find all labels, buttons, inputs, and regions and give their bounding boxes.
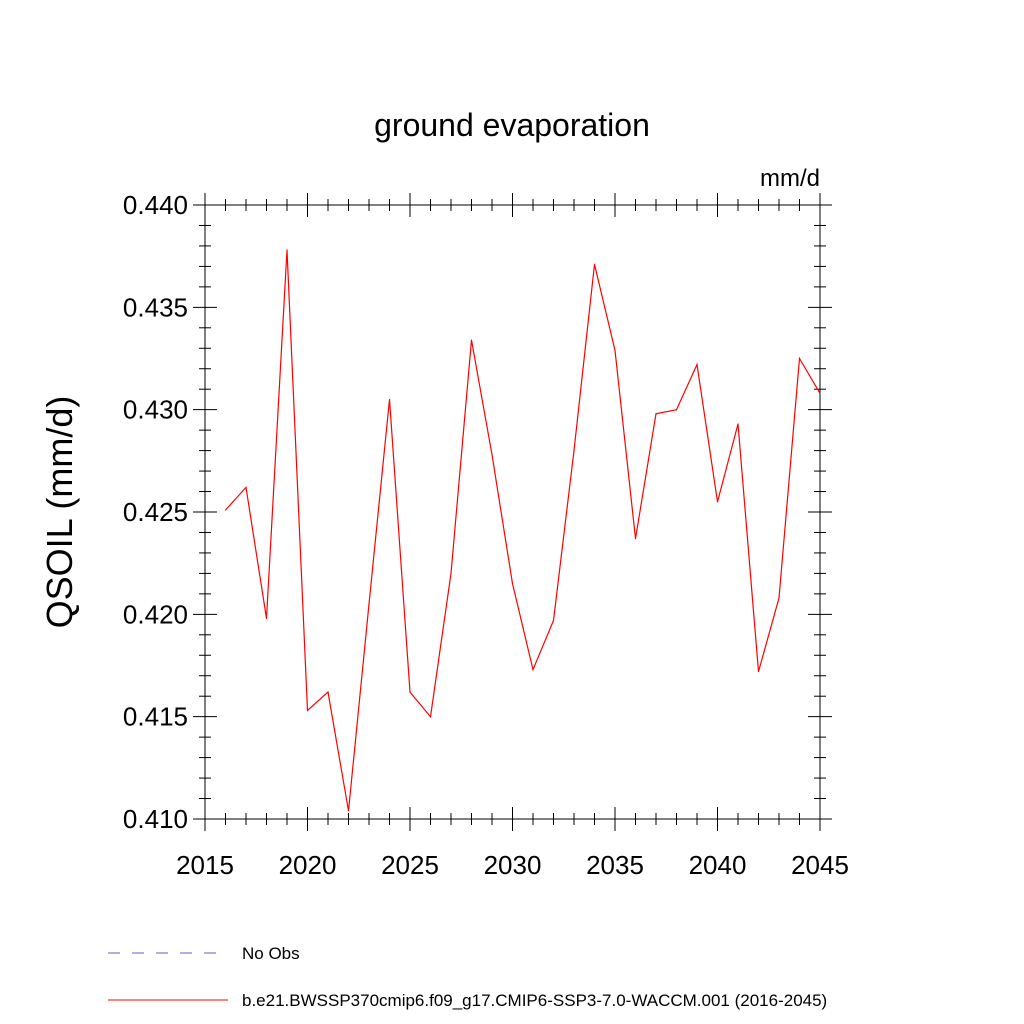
data-point [757, 671, 760, 673]
plot-frame [204, 204, 821, 820]
y-axis-tick-labels: 0.410 0.415 0.420 0.425 0.430 0.435 0.440 [123, 190, 188, 834]
x-tick-label: 2025 [381, 850, 439, 880]
data-point [778, 597, 780, 599]
data-point [347, 810, 350, 812]
data-point [306, 709, 309, 712]
data-point [286, 249, 288, 251]
x-tick-label: 2030 [484, 850, 542, 880]
x-axis-ticks [204, 193, 821, 831]
x-axis-tick-labels: 2015 2020 2025 2030 2035 2040 2045 [176, 850, 849, 880]
x-tick-label: 2015 [176, 850, 234, 880]
legend: No Obs b.e21.BWSSP370cmip6.f09_g17.CMIP6… [108, 944, 827, 1010]
y-tick-label: 0.410 [123, 804, 188, 834]
data-point [675, 409, 678, 411]
data-point [737, 423, 739, 425]
data-point [245, 486, 247, 489]
data-point [614, 349, 616, 351]
data-point [429, 716, 432, 718]
y-tick-label: 0.440 [123, 190, 188, 220]
data-point [696, 364, 698, 366]
data-point [409, 691, 411, 693]
data-point [655, 413, 657, 415]
data-point [634, 538, 637, 540]
data-point [798, 357, 801, 360]
data-point [716, 501, 719, 503]
data-point [552, 619, 555, 622]
x-tick-label: 2040 [689, 850, 747, 880]
data-point [573, 450, 575, 452]
data-point [593, 263, 596, 265]
y-tick-label: 0.430 [123, 395, 188, 425]
y-tick-label: 0.425 [123, 497, 188, 527]
data-point [470, 339, 473, 341]
data-point [224, 509, 227, 511]
y-axis-ticks [193, 204, 832, 820]
data-point [450, 572, 452, 575]
x-tick-label: 2045 [791, 850, 849, 880]
y-tick-label: 0.420 [123, 599, 188, 629]
legend-label-model: b.e21.BWSSP370cmip6.f09_g17.CMIP6-SSP3-7… [242, 991, 827, 1010]
data-point [265, 617, 268, 620]
data-point [368, 603, 370, 605]
data-point [388, 398, 391, 401]
y-tick-label: 0.415 [123, 702, 188, 732]
series-layer [224, 249, 821, 812]
legend-label-no-obs: No Obs [242, 944, 300, 963]
data-point [511, 583, 514, 585]
data-point [491, 454, 493, 456]
chart-title: ground evaporation [374, 107, 650, 143]
data-point [819, 392, 821, 394]
y-tick-label: 0.435 [123, 292, 188, 322]
units-label: mm/d [760, 165, 820, 192]
data-point [327, 691, 329, 693]
series-line-0 [225, 249, 821, 811]
x-tick-label: 2020 [279, 850, 337, 880]
y-axis-label: QSOIL (mm/d) [39, 396, 80, 629]
data-point [532, 668, 534, 671]
x-tick-label: 2035 [586, 850, 644, 880]
